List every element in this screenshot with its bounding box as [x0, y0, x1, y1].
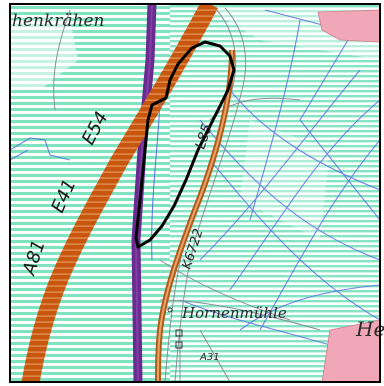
- settlement-areas: [317, 9, 380, 382]
- road-label-l: L85: [193, 122, 216, 151]
- secondary-road: [155, 49, 235, 382]
- place-label-top: henkrähen: [12, 11, 104, 31]
- road-label-a31: A31: [199, 352, 220, 363]
- highlighted-area-outline[interactable]: [134, 40, 236, 249]
- map-symbols: [167, 307, 183, 349]
- railway-line: [131, 4, 157, 382]
- motorway-a81: [21, 4, 218, 382]
- place-label-bottom: Hornenmühle: [181, 304, 287, 322]
- map-frame: [9, 3, 381, 383]
